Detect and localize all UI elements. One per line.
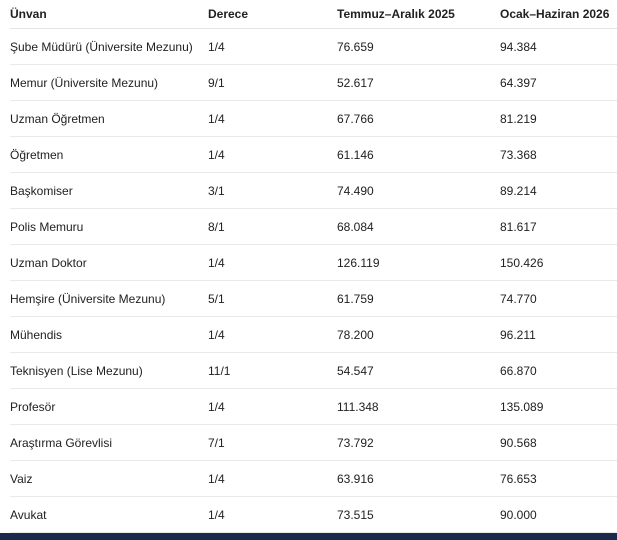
- table-cell: 150.426: [500, 244, 617, 281]
- table-cell: 73.792: [337, 424, 500, 461]
- table-cell: Avukat: [10, 496, 208, 533]
- table-cell: 67.766: [337, 100, 500, 137]
- table-cell: 61.146: [337, 136, 500, 173]
- table-cell: 135.089: [500, 388, 617, 425]
- column-header-unvan: Ünvan: [10, 0, 208, 29]
- table-row: Vaiz 1/4 63.916 76.653: [10, 460, 617, 497]
- table-cell: 73.368: [500, 136, 617, 173]
- table-row: Uzman Doktor 1/4 126.119 150.426: [10, 244, 617, 281]
- table-cell: 63.916: [337, 460, 500, 497]
- table-cell: 61.759: [337, 280, 500, 317]
- table-cell: 11/1: [208, 352, 337, 389]
- table-cell: 74.770: [500, 280, 617, 317]
- table-cell: 74.490: [337, 172, 500, 209]
- table-cell: 1/4: [208, 316, 337, 353]
- table-cell: 5/1: [208, 280, 337, 317]
- table-cell: 78.200: [337, 316, 500, 353]
- table-cell: 76.653: [500, 460, 617, 497]
- table-cell: 1/4: [208, 460, 337, 497]
- table-cell: 81.617: [500, 208, 617, 245]
- table-cell: 8/1: [208, 208, 337, 245]
- table-cell: Hemşire (Üniversite Mezunu): [10, 280, 208, 317]
- table-cell: 111.348: [337, 388, 500, 425]
- table-row: Teknisyen (Lise Mezunu) 11/1 54.547 66.870: [10, 352, 617, 389]
- table-cell: 1/4: [208, 388, 337, 425]
- table-row: Mühendis 1/4 78.200 96.211: [10, 316, 617, 353]
- table-row: Hemşire (Üniversite Mezunu) 5/1 61.759 74.7…: [10, 280, 617, 317]
- table-cell: 76.659: [337, 28, 500, 65]
- table-row: Uzman Öğretmen 1/4 67.766 81.219: [10, 100, 617, 137]
- table-cell: 7/1: [208, 424, 337, 461]
- table-cell: Vaiz: [10, 460, 208, 497]
- table-cell: 9/1: [208, 64, 337, 101]
- table-row: Araştırma Görevlisi 7/1 73.792 90.568: [10, 424, 617, 461]
- table-cell: Uzman Öğretmen: [10, 100, 208, 137]
- table-cell: 90.568: [500, 424, 617, 461]
- table-cell: 94.384: [500, 28, 617, 65]
- table-row: Avukat 1/4 73.515 90.000: [10, 496, 617, 533]
- table-cell: 54.547: [337, 352, 500, 389]
- table-cell: 1/4: [208, 496, 337, 533]
- table-cell: 90.000: [500, 496, 617, 533]
- table-cell: Profesör: [10, 388, 208, 425]
- table-cell: Öğretmen: [10, 136, 208, 173]
- table-cell: Mühendis: [10, 316, 208, 353]
- column-header-derece: Derece: [208, 0, 337, 29]
- table-row: Şube Müdürü (Üniversite Mezunu) 1/4 76.659…: [10, 28, 617, 65]
- table-row: Başkomiser 3/1 74.490 89.214: [10, 172, 617, 209]
- table-header-row: Ünvan Derece Temmuz–Aralık 2025 Ocak–Haz…: [10, 0, 617, 29]
- table-row: Öğretmen 1/4 61.146 73.368: [10, 136, 617, 173]
- table-cell: Polis Memuru: [10, 208, 208, 245]
- table-row: Profesör 1/4 111.348 135.089: [10, 388, 617, 425]
- table-cell: 81.219: [500, 100, 617, 137]
- table-cell: Araştırma Görevlisi: [10, 424, 208, 461]
- bottom-bar: [0, 533, 617, 540]
- table-row: Memur (Üniversite Mezunu) 9/1 52.617 64.397: [10, 64, 617, 101]
- table-cell: 66.870: [500, 352, 617, 389]
- column-header-ocak-haziran-2026: Ocak–Haziran 2026: [500, 0, 617, 29]
- table-cell: 1/4: [208, 100, 337, 137]
- table-cell: 96.211: [500, 316, 617, 353]
- table-cell: Başkomiser: [10, 172, 208, 209]
- table-body: Şube Müdürü (Üniversite Mezunu) 1/4 76.659…: [10, 28, 617, 533]
- table-cell: 1/4: [208, 136, 337, 173]
- table-cell: Uzman Doktor: [10, 244, 208, 281]
- table-cell: 1/4: [208, 244, 337, 281]
- table-cell: Şube Müdürü (Üniversite Mezunu): [10, 28, 208, 65]
- table-cell: 68.084: [337, 208, 500, 245]
- table-cell: 126.119: [337, 244, 500, 281]
- table-cell: Memur (Üniversite Mezunu): [10, 64, 208, 101]
- salary-table: Ünvan Derece Temmuz–Aralık 2025 Ocak–Haz…: [10, 0, 617, 533]
- table-cell: 64.397: [500, 64, 617, 101]
- table-cell: 3/1: [208, 172, 337, 209]
- table-cell: 73.515: [337, 496, 500, 533]
- column-header-temmuz-aralik-2025: Temmuz–Aralık 2025: [337, 0, 500, 29]
- table-row: Polis Memuru 8/1 68.084 81.617: [10, 208, 617, 245]
- table-cell: 52.617: [337, 64, 500, 101]
- table-cell: Teknisyen (Lise Mezunu): [10, 352, 208, 389]
- table-cell: 89.214: [500, 172, 617, 209]
- table-cell: 1/4: [208, 28, 337, 65]
